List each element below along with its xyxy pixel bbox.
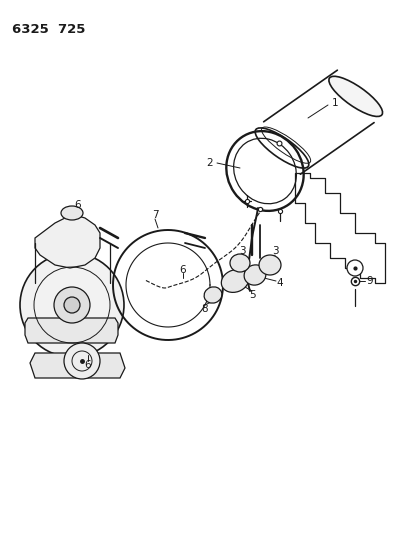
Ellipse shape: [204, 287, 222, 303]
Text: 2: 2: [207, 158, 213, 168]
Text: 9: 9: [367, 276, 373, 286]
Circle shape: [20, 253, 124, 357]
Text: 6: 6: [180, 265, 186, 275]
Text: 6325  725: 6325 725: [12, 23, 85, 36]
Text: 3: 3: [272, 246, 278, 256]
Polygon shape: [30, 353, 125, 378]
Text: 1: 1: [332, 98, 338, 108]
Text: 6: 6: [85, 360, 91, 370]
Circle shape: [64, 297, 80, 313]
Text: 7: 7: [152, 210, 158, 220]
Ellipse shape: [61, 206, 83, 220]
Circle shape: [347, 260, 363, 276]
Polygon shape: [35, 215, 100, 268]
Ellipse shape: [329, 76, 383, 117]
Circle shape: [54, 287, 90, 323]
Text: 3: 3: [239, 246, 245, 256]
Text: 5: 5: [249, 290, 255, 300]
Ellipse shape: [221, 270, 249, 293]
Circle shape: [64, 343, 100, 379]
Ellipse shape: [230, 254, 250, 272]
Ellipse shape: [259, 255, 281, 275]
Ellipse shape: [244, 265, 266, 285]
Text: 4: 4: [277, 278, 283, 288]
Polygon shape: [25, 318, 118, 343]
Text: 6: 6: [75, 200, 81, 210]
Text: 8: 8: [202, 304, 208, 314]
